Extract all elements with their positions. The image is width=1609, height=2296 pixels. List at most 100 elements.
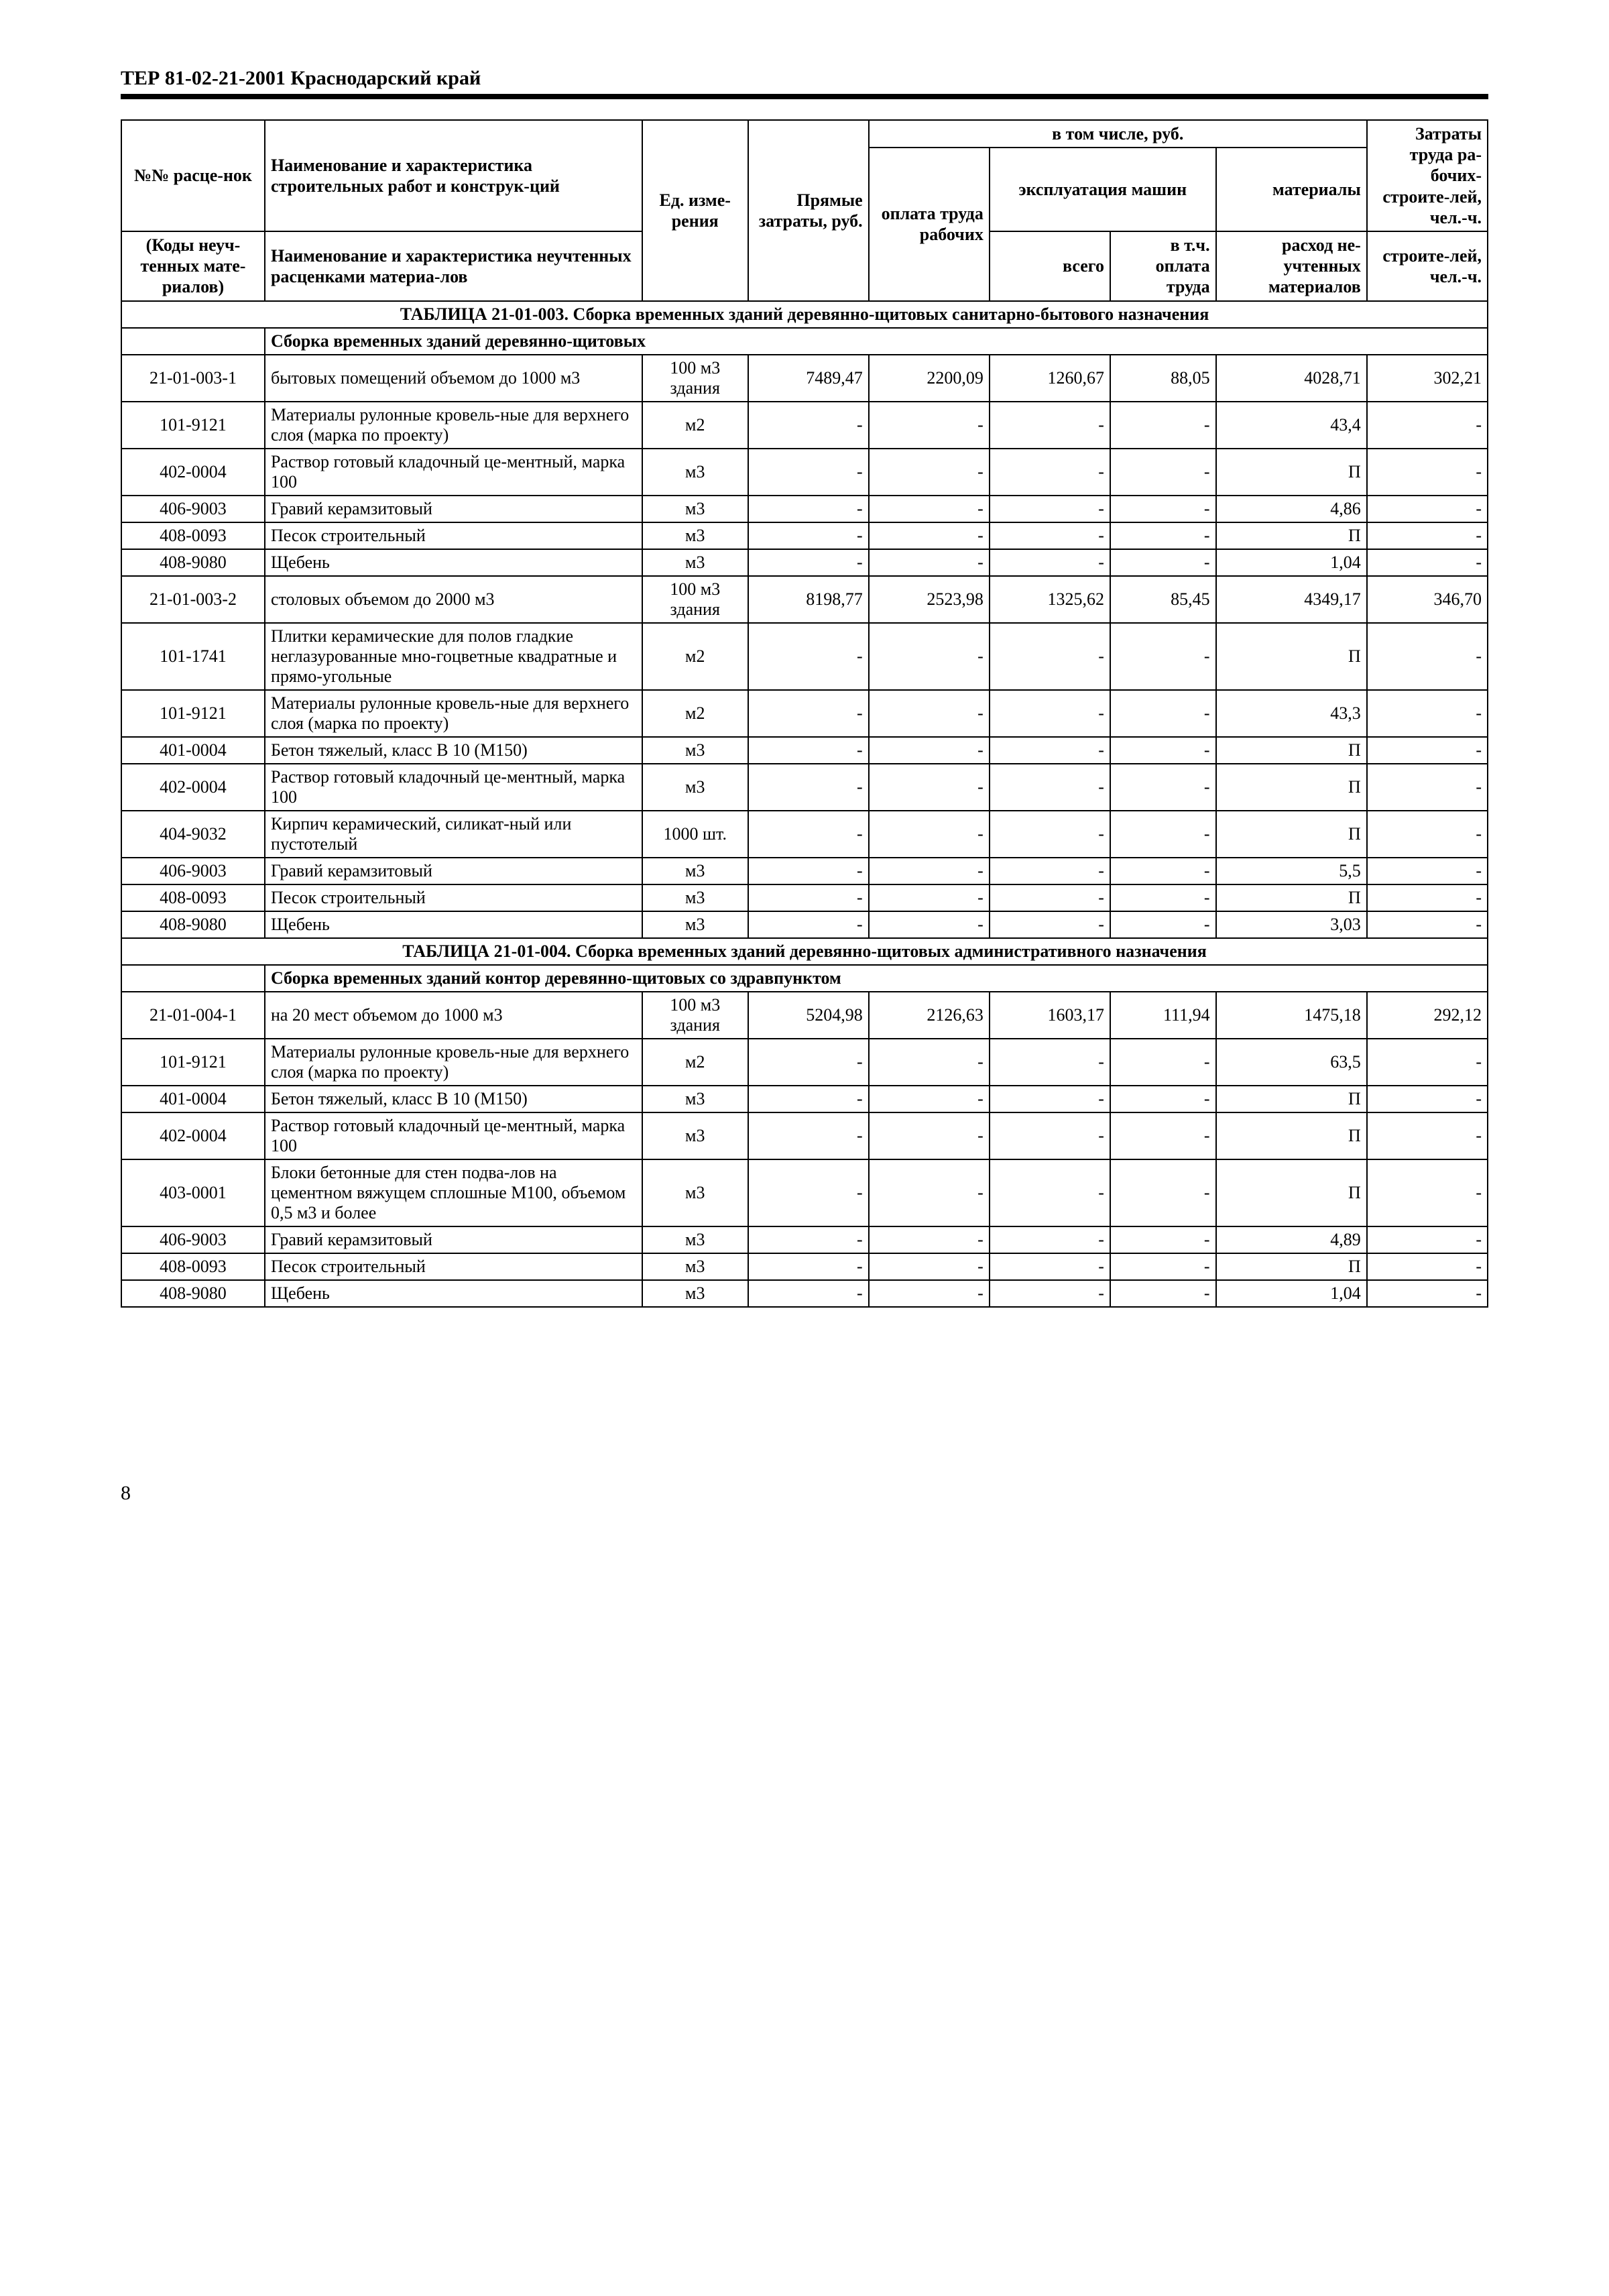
row-v4: - <box>1110 1112 1216 1159</box>
row-v1: - <box>748 449 869 496</box>
row-v3: - <box>990 911 1110 938</box>
row-v6: - <box>1367 1226 1488 1253</box>
row-v3: - <box>990 496 1110 522</box>
row-v6: - <box>1367 402 1488 449</box>
table-head: №№ расце-нок Наименование и характеристи… <box>121 120 1488 301</box>
table-row: 402-0004Раствор готовый кладочный це-мен… <box>121 764 1488 811</box>
row-v3: 1603,17 <box>990 992 1110 1039</box>
row-v3: 1325,62 <box>990 576 1110 623</box>
head-name-b: Наименование и характеристика неучтенных… <box>265 231 642 301</box>
row-v1: - <box>748 1039 869 1086</box>
row-v1: - <box>748 764 869 811</box>
table-row: 403-0001Блоки бетонные для стен подва-ло… <box>121 1159 1488 1226</box>
row-v4: - <box>1110 1280 1216 1307</box>
row-unit: м3 <box>642 1159 748 1226</box>
row-v5: 1,04 <box>1216 549 1367 576</box>
row-unit: м2 <box>642 690 748 737</box>
row-v4: - <box>1110 1039 1216 1086</box>
row-code: 101-9121 <box>121 402 265 449</box>
row-v6: - <box>1367 884 1488 911</box>
row-code: 408-9080 <box>121 1280 265 1307</box>
row-v2: - <box>869 884 990 911</box>
row-name: бытовых помещений объемом до 1000 м3 <box>265 355 642 402</box>
row-code: 404-9032 <box>121 811 265 858</box>
row-v6: - <box>1367 690 1488 737</box>
row-code: 408-0093 <box>121 1253 265 1280</box>
row-v4: - <box>1110 737 1216 764</box>
row-v5: 63,5 <box>1216 1039 1367 1086</box>
row-v3: - <box>990 1253 1110 1280</box>
row-v5: П <box>1216 522 1367 549</box>
row-name: Раствор готовый кладочный це-ментный, ма… <box>265 449 642 496</box>
row-unit: м3 <box>642 1086 748 1112</box>
head-unit: Ед. изме-рения <box>642 120 748 301</box>
row-v1: 7489,47 <box>748 355 869 402</box>
table-row: 406-9003Гравий керамзитовыйм3----4,89- <box>121 1226 1488 1253</box>
row-v1: - <box>748 1226 869 1253</box>
table-row: 408-9080Щебеньм3----1,04- <box>121 549 1488 576</box>
page-number: 8 <box>121 1482 1488 1505</box>
row-v3: - <box>990 1112 1110 1159</box>
row-name: Материалы рулонные кровель-ные для верхн… <box>265 402 642 449</box>
row-v6: - <box>1367 764 1488 811</box>
section-1-sub: Сборка временных зданий деревянно-щитовы… <box>265 328 1488 355</box>
row-name: Песок строительный <box>265 884 642 911</box>
row-name: Щебень <box>265 911 642 938</box>
row-v1: - <box>748 549 869 576</box>
row-v3: - <box>990 884 1110 911</box>
row-code: 21-01-003-2 <box>121 576 265 623</box>
row-v2: - <box>869 402 990 449</box>
row-v5: П <box>1216 884 1367 911</box>
head-group: в том числе, руб. <box>869 120 1367 148</box>
head-g1: оплата труда рабочих <box>869 148 990 300</box>
row-code: 408-9080 <box>121 911 265 938</box>
table-row: 402-0004Раствор готовый кладочный це-мен… <box>121 449 1488 496</box>
row-code: 402-0004 <box>121 764 265 811</box>
row-v3: - <box>990 522 1110 549</box>
table-row: 408-0093Песок строительныйм3----П- <box>121 1253 1488 1280</box>
row-v5: П <box>1216 1086 1367 1112</box>
head-g2: эксплуатация машин <box>990 148 1216 231</box>
row-v5: 4028,71 <box>1216 355 1367 402</box>
table-row: 101-9121Материалы рулонные кровель-ные д… <box>121 1039 1488 1086</box>
row-name: Гравий керамзитовый <box>265 496 642 522</box>
row-v6: - <box>1367 496 1488 522</box>
row-code: 401-0004 <box>121 737 265 764</box>
row-v6: - <box>1367 737 1488 764</box>
row-v1: - <box>748 1112 869 1159</box>
row-name: Песок строительный <box>265 1253 642 1280</box>
row-v6: 346,70 <box>1367 576 1488 623</box>
row-v6: - <box>1367 623 1488 690</box>
head-labor-a: Затраты труда ра-бочих-строите-лей, чел.… <box>1367 120 1488 231</box>
table-row: 408-0093Песок строительныйм3----П- <box>121 522 1488 549</box>
subsection-title-row: Сборка временных зданий деревянно-щитовы… <box>121 328 1488 355</box>
row-v1: - <box>748 1253 869 1280</box>
row-v4: 88,05 <box>1110 355 1216 402</box>
head-code-b: (Коды неуч-тенных мате-риалов) <box>121 231 265 301</box>
estimate-table: №№ расце-нок Наименование и характеристи… <box>121 119 1488 1308</box>
row-v1: - <box>748 402 869 449</box>
row-v2: - <box>869 1112 990 1159</box>
row-v3: - <box>990 623 1110 690</box>
row-code: 101-9121 <box>121 690 265 737</box>
table-row: 21-01-004-1на 20 мест объемом до 1000 м3… <box>121 992 1488 1039</box>
row-code: 401-0004 <box>121 1086 265 1112</box>
row-v4: - <box>1110 1253 1216 1280</box>
row-v6: - <box>1367 449 1488 496</box>
row-code: 408-9080 <box>121 549 265 576</box>
row-v3: - <box>990 449 1110 496</box>
table-row: 101-9121Материалы рулонные кровель-ные д… <box>121 690 1488 737</box>
row-code: 21-01-004-1 <box>121 992 265 1039</box>
table-row: 21-01-003-2столовых объемом до 2000 м310… <box>121 576 1488 623</box>
row-v1: - <box>748 623 869 690</box>
row-v4: 111,94 <box>1110 992 1216 1039</box>
row-v3: - <box>990 1086 1110 1112</box>
row-v4: - <box>1110 764 1216 811</box>
row-v5: 4349,17 <box>1216 576 1367 623</box>
row-v4: - <box>1110 549 1216 576</box>
row-v5: 5,5 <box>1216 858 1367 884</box>
row-v6: - <box>1367 1086 1488 1112</box>
row-unit: м2 <box>642 402 748 449</box>
row-v4: - <box>1110 858 1216 884</box>
row-v3: - <box>990 1226 1110 1253</box>
